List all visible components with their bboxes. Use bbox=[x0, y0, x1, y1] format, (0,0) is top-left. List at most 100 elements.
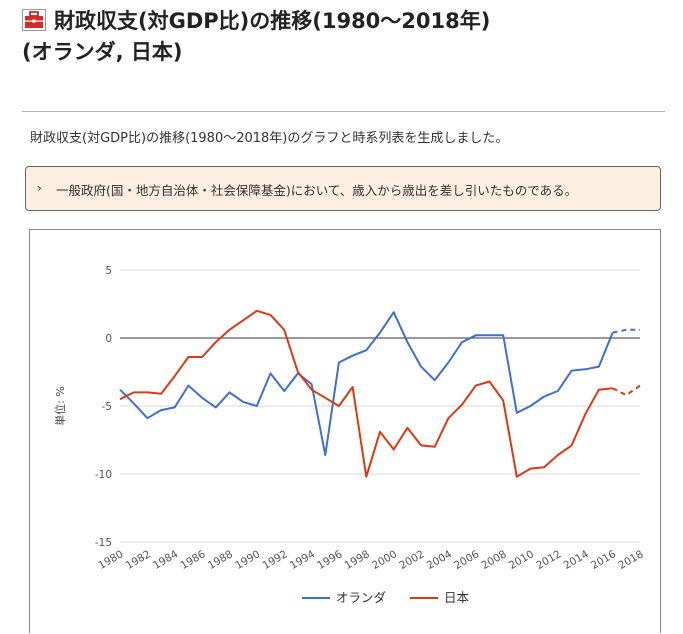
note-box: › 一般政府(国・地方自治体・社会保障基金)において、歳入から歳出を差し引いたも… bbox=[25, 166, 661, 211]
x-tick-label: 2010 bbox=[507, 548, 536, 572]
data-point-japan bbox=[598, 388, 600, 390]
red-toolbox-icon-graphic bbox=[22, 9, 46, 31]
data-point-netherlands bbox=[557, 390, 559, 392]
x-tick-label: 2006 bbox=[452, 548, 481, 572]
x-tick-label: 2004 bbox=[425, 548, 454, 572]
page-title-line2: (オランダ, 日本) bbox=[22, 40, 183, 64]
data-point-japan bbox=[584, 413, 586, 415]
data-point-japan bbox=[461, 403, 463, 405]
title-block: 財政収支(対GDP比)の推移(1980～2018年) (オランダ, 日本) bbox=[22, 6, 672, 68]
x-tick-label: 1980 bbox=[96, 548, 125, 572]
data-point-japan bbox=[160, 393, 162, 395]
legend-label-netherlands: オランダ bbox=[336, 590, 386, 605]
title-divider bbox=[22, 111, 665, 112]
data-point-netherlands bbox=[529, 405, 531, 407]
x-tick-label: 1982 bbox=[124, 548, 153, 572]
data-point-japan bbox=[256, 310, 258, 312]
x-tick-label: 1994 bbox=[288, 548, 317, 572]
data-point-japan bbox=[392, 448, 394, 450]
data-point-japan bbox=[420, 444, 422, 446]
data-point-netherlands bbox=[187, 384, 189, 386]
data-point-japan bbox=[447, 417, 449, 419]
data-point-japan bbox=[310, 388, 312, 390]
data-point-japan bbox=[379, 431, 381, 433]
data-point-japan bbox=[406, 427, 408, 429]
data-point-japan bbox=[338, 405, 340, 407]
y-tick-label: 0 bbox=[105, 333, 112, 345]
data-point-netherlands bbox=[420, 365, 422, 367]
x-tick-label: 2000 bbox=[370, 548, 399, 572]
data-point-netherlands bbox=[475, 334, 477, 336]
intro-text: 財政収支(対GDP比)の推移(1980～2018年)のグラフと時系列表を生成しま… bbox=[30, 131, 509, 146]
x-tick-label: 1986 bbox=[178, 548, 207, 572]
data-point-netherlands bbox=[516, 412, 518, 414]
data-point-japan bbox=[215, 341, 217, 343]
series-line-projected-netherlands bbox=[612, 328, 640, 334]
data-point-netherlands bbox=[611, 331, 613, 333]
data-point-netherlands bbox=[324, 454, 326, 456]
red-toolbox-icon bbox=[22, 9, 46, 31]
data-point-netherlands bbox=[365, 349, 367, 351]
x-tick-label: 1988 bbox=[206, 548, 235, 572]
data-point-japan bbox=[132, 391, 134, 393]
data-point-netherlands bbox=[502, 334, 504, 336]
data-point-netherlands bbox=[351, 354, 353, 356]
data-point-netherlands bbox=[310, 383, 312, 385]
x-tick-label: 2008 bbox=[480, 548, 509, 572]
data-point-netherlands bbox=[132, 402, 134, 404]
data-point-netherlands bbox=[283, 390, 285, 392]
data-point-japan bbox=[351, 386, 353, 388]
data-point-japan bbox=[297, 371, 299, 373]
data-point-japan bbox=[611, 387, 613, 389]
data-point-japan bbox=[502, 399, 504, 401]
data-point-netherlands bbox=[598, 365, 600, 367]
y-tick-label: 5 bbox=[105, 265, 112, 277]
data-point-netherlands bbox=[201, 397, 203, 399]
data-point-netherlands bbox=[269, 372, 271, 374]
data-point-netherlands bbox=[119, 388, 121, 390]
note-text: 一般政府(国・地方自治体・社会保障基金)において、歳入から歳出を差し引いたもので… bbox=[56, 183, 578, 198]
data-point-netherlands bbox=[488, 334, 490, 336]
data-point-netherlands bbox=[406, 341, 408, 343]
data-point-netherlands bbox=[625, 329, 627, 331]
data-point-netherlands bbox=[174, 406, 176, 408]
data-point-japan bbox=[625, 394, 627, 396]
data-point-japan bbox=[488, 380, 490, 382]
page-title: 財政収支(対GDP比)の推移(1980～2018年) bbox=[22, 6, 672, 37]
data-point-netherlands bbox=[228, 391, 230, 393]
data-point-netherlands bbox=[146, 417, 148, 419]
data-point-japan bbox=[228, 329, 230, 331]
data-point-japan bbox=[174, 375, 176, 377]
x-tick-label: 2018 bbox=[616, 548, 645, 572]
series-line-netherlands bbox=[119, 311, 614, 456]
data-point-netherlands bbox=[434, 379, 436, 381]
data-point-netherlands bbox=[215, 406, 217, 408]
x-tick-label: 2012 bbox=[534, 548, 563, 572]
data-point-netherlands bbox=[160, 409, 162, 411]
x-tick-label: 1992 bbox=[261, 548, 290, 572]
data-point-japan bbox=[475, 384, 477, 386]
data-point-netherlands bbox=[543, 395, 545, 397]
data-point-japan bbox=[529, 467, 531, 469]
data-point-japan bbox=[516, 476, 518, 478]
data-point-netherlands bbox=[584, 368, 586, 370]
x-tick-label: 1996 bbox=[315, 548, 344, 572]
x-tick-label: 1984 bbox=[151, 548, 180, 572]
data-point-japan bbox=[365, 476, 367, 478]
page-title-line1: 財政収支(対GDP比)の推移(1980～2018年) bbox=[54, 9, 491, 33]
data-point-netherlands bbox=[447, 361, 449, 363]
data-point-japan bbox=[187, 356, 189, 358]
y-tick-label: -5 bbox=[102, 401, 112, 413]
data-point-netherlands bbox=[461, 341, 463, 343]
data-point-netherlands bbox=[379, 331, 381, 333]
data-point-japan bbox=[283, 329, 285, 331]
data-point-netherlands bbox=[338, 361, 340, 363]
data-point-netherlands bbox=[639, 329, 641, 331]
x-tick-label: 2016 bbox=[589, 548, 618, 572]
data-point-japan bbox=[201, 356, 203, 358]
series-line-japan bbox=[119, 309, 613, 478]
data-point-japan bbox=[434, 446, 436, 448]
data-point-japan bbox=[242, 319, 244, 321]
data-point-japan bbox=[269, 314, 271, 316]
